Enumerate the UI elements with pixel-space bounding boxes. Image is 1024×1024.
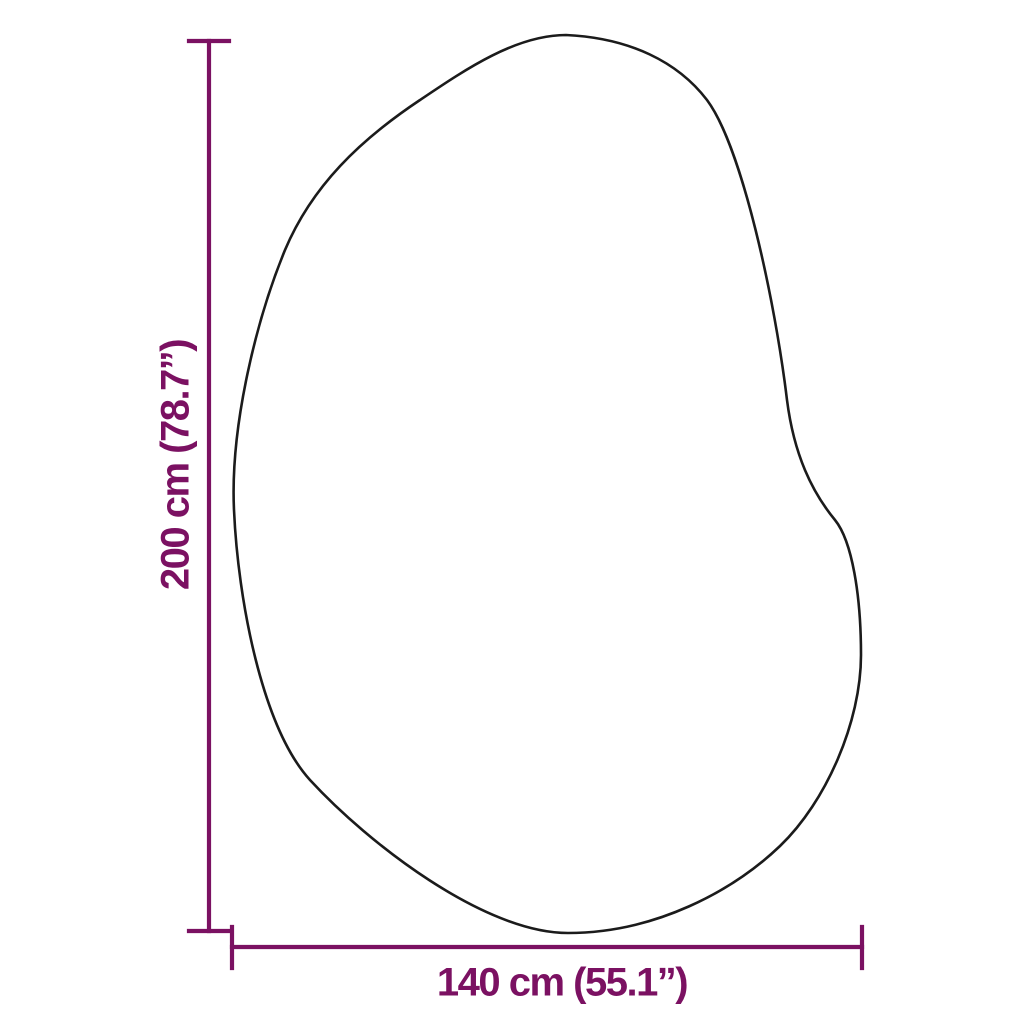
width-dimension: 140 cm (55.1”) bbox=[229, 924, 865, 1005]
height-dimension: 200 cm (78.7”) bbox=[154, 38, 232, 934]
height-dimension-label: 200 cm (78.7”) bbox=[154, 340, 198, 590]
rug-outline-shape bbox=[232, 33, 863, 935]
width-dimension-label: 140 cm (55.1”) bbox=[437, 961, 687, 1005]
